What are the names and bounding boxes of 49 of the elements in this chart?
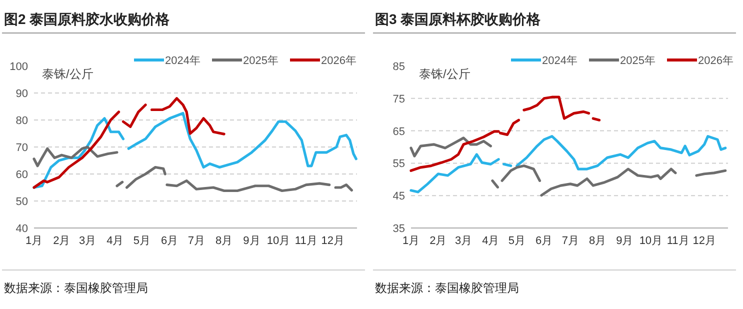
x-tick-label: 8月	[215, 235, 233, 247]
y-tick-label: 75	[392, 93, 405, 106]
x-tick-label: 2月	[53, 235, 70, 247]
y-tick-label: 65	[392, 126, 405, 138]
y-tick-label: 45	[392, 190, 405, 203]
y-tick-label: 55	[392, 158, 405, 170]
y-tick-label: 35	[392, 223, 405, 235]
x-tick-label: 3月	[78, 235, 96, 247]
legend-label: 2025年	[620, 55, 656, 67]
legend-label: 2024年	[542, 55, 578, 67]
source-note: 数据来源：泰国橡胶管理局	[375, 281, 519, 295]
x-tick-label: 1月	[25, 235, 43, 247]
x-tick-label: 7月	[562, 235, 579, 247]
y-axis-title: 泰铢/公斤	[419, 67, 470, 81]
x-tick-label: 4月	[482, 235, 500, 247]
x-tick-label: 11月	[294, 235, 318, 247]
legend-label: 2025年	[243, 55, 278, 67]
x-tick-label: 10月	[639, 235, 663, 247]
legend-label: 2026年	[698, 55, 734, 67]
y-tick-label: 85	[392, 61, 405, 73]
x-tick-label: 10月	[266, 235, 290, 247]
chart-title: 图3 泰国原料杯胶收购价格	[375, 11, 542, 27]
x-tick-label: 6月	[161, 235, 178, 247]
source-note: 数据来源：泰国橡胶管理局	[4, 281, 148, 295]
y-axis-title: 泰铢/公斤	[42, 67, 94, 81]
x-tick-label: 9月	[616, 235, 634, 247]
y-tick-label: 70	[16, 142, 28, 154]
x-tick-label: 5月	[133, 235, 151, 247]
legend-label: 2024年	[165, 55, 200, 67]
x-tick-label: 9月	[243, 235, 260, 247]
y-tick-label: 50	[16, 196, 28, 208]
x-tick-label: 12月	[321, 235, 345, 247]
x-tick-label: 3月	[454, 235, 472, 247]
x-tick-label: 6月	[536, 235, 553, 247]
y-tick-label: 40	[16, 223, 28, 235]
x-tick-label: 11月	[666, 235, 690, 247]
y-tick-label: 60	[16, 169, 28, 181]
x-tick-label: 5月	[508, 235, 526, 247]
legend-label: 2026年	[321, 55, 356, 67]
y-tick-label: 90	[16, 88, 28, 100]
y-tick-label: 100	[10, 61, 28, 73]
x-tick-label: 7月	[188, 235, 205, 247]
x-tick-label: 4月	[106, 235, 124, 247]
x-tick-label: 8月	[588, 235, 606, 247]
x-tick-label: 2月	[430, 235, 447, 247]
chart-title: 图2 泰国原料胶水收购价格	[4, 11, 171, 27]
y-tick-label: 80	[16, 115, 28, 127]
x-tick-label: 1月	[402, 235, 420, 247]
x-tick-label: 12月	[692, 235, 716, 247]
